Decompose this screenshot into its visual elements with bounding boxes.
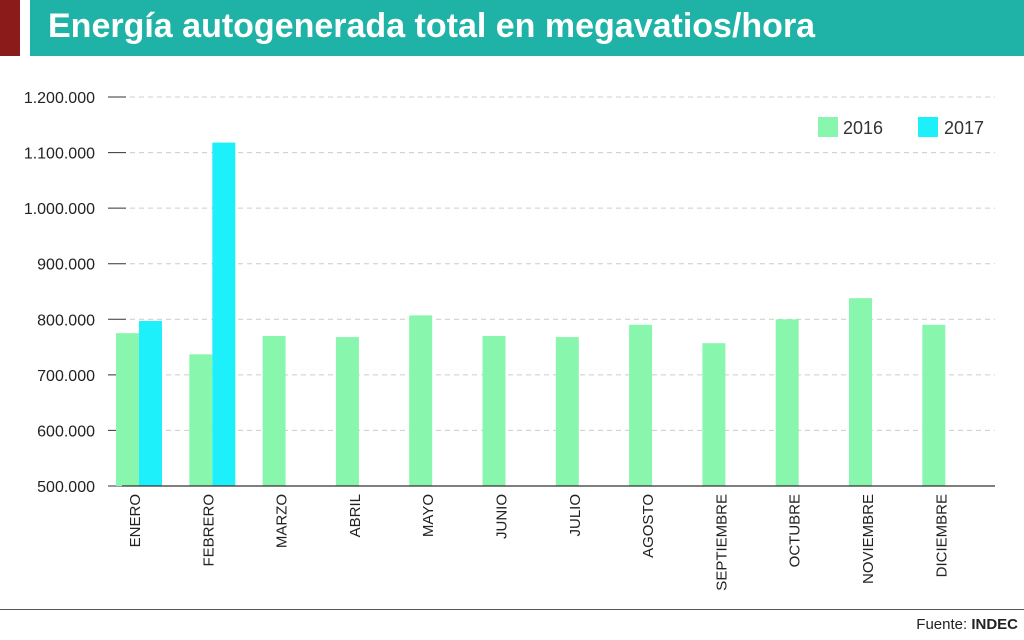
bar-2016-agosto <box>629 324 653 486</box>
y-tick-label: 1.200.000 <box>24 90 95 107</box>
bars <box>116 142 946 486</box>
bar-chart: 500.000 600.000 700.000 800.000 900.000 1.000… <box>24 90 995 591</box>
legend: 2016 2017 <box>818 117 984 138</box>
legend-swatch-2017 <box>918 117 938 137</box>
header-accent-bar <box>0 0 20 56</box>
y-tick-label: 900.000 <box>37 257 95 274</box>
bar-2016-mayo <box>409 315 433 486</box>
bar-2016-marzo <box>262 335 286 486</box>
x-tick-label-marzo: MARZO <box>274 494 291 548</box>
x-tick-label-noviembre: NOVIEMBRE <box>860 494 877 584</box>
chart-title: Energía autogenerada total en megavatios… <box>48 7 816 45</box>
x-tick-label-diciembre: DICIEMBRE <box>933 494 950 577</box>
bar-2016-octubre <box>775 319 799 486</box>
y-axis-ticks: 500.000 600.000 700.000 800.000 900.000 1.000… <box>24 90 126 496</box>
x-axis-labels: ENERO FEBRERO MARZO ABRIL MAYO JUNIO JULIO AGOS… <box>127 494 950 591</box>
source-credit: Fuente: INDEC <box>916 616 1018 633</box>
y-tick-label: 700.000 <box>37 368 95 385</box>
bar-2016-abril <box>335 337 359 486</box>
bar-2016-junio <box>482 335 506 486</box>
legend-swatch-2016 <box>818 117 838 137</box>
title-banner: Energía autogenerada total en megavatios… <box>30 0 1024 56</box>
legend-label-2017: 2017 <box>944 118 984 138</box>
y-tick-label: 1.000.000 <box>24 201 95 218</box>
x-tick-label-agosto: AGOSTO <box>640 494 657 558</box>
bar-2016-febrero <box>189 354 213 486</box>
y-tick-label: 800.000 <box>37 312 95 329</box>
x-tick-label-abril: ABRIL <box>347 494 364 537</box>
source-name: INDEC <box>971 616 1018 633</box>
bar-2016-noviembre <box>849 298 872 486</box>
x-tick-label-julio: JULIO <box>567 494 584 537</box>
x-tick-label-mayo: MAYO <box>420 494 437 537</box>
x-tick-label-junio: JUNIO <box>494 494 511 539</box>
bar-2017-febrero <box>212 142 236 486</box>
legend-label-2016: 2016 <box>843 118 883 138</box>
x-tick-label-febrero: FEBRERO <box>200 494 217 567</box>
y-tick-label: 1.100.000 <box>24 146 95 163</box>
x-tick-label-septiembre: SEPTIEMBRE <box>713 494 730 591</box>
footer-divider <box>0 609 1024 610</box>
bar-2016-diciembre <box>922 324 946 486</box>
bar-2016-septiembre <box>702 343 726 486</box>
bar-2016-julio <box>555 337 579 486</box>
header: Energía autogenerada total en megavatios… <box>0 0 1024 62</box>
x-tick-label-enero: ENERO <box>127 494 144 547</box>
bar-2016-enero <box>116 333 139 486</box>
x-tick-label-octubre: OCTUBRE <box>787 494 804 567</box>
source-label: Fuente: <box>916 616 968 633</box>
bar-2017-enero <box>139 320 162 486</box>
y-tick-label: 600.000 <box>37 423 95 440</box>
y-tick-label: 500.000 <box>37 479 95 496</box>
